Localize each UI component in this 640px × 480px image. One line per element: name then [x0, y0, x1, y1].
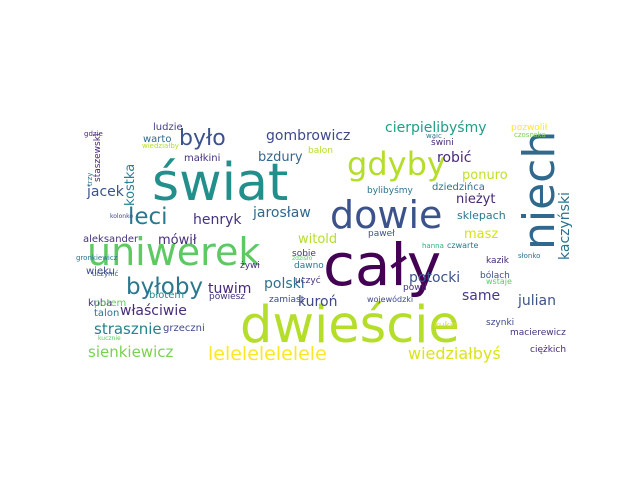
- word: uczynić: [92, 270, 118, 278]
- word: tuwim: [208, 281, 251, 297]
- word: polski: [264, 276, 305, 292]
- word: robić: [437, 150, 472, 166]
- word: staszewski: [93, 134, 103, 182]
- word: wieku: [86, 266, 115, 277]
- word: waic: [426, 132, 442, 140]
- word: powiesz: [209, 292, 245, 302]
- word: grzeczni: [163, 323, 205, 334]
- word: jarosław: [252, 205, 311, 221]
- word: masz: [464, 227, 498, 242]
- word: ciężkich: [530, 345, 566, 355]
- word: leci: [128, 204, 168, 230]
- word: było: [179, 126, 226, 151]
- word: ponuro: [462, 168, 508, 183]
- word: hanna: [422, 242, 444, 250]
- word: świni: [431, 137, 454, 148]
- word: aleksander: [83, 234, 139, 245]
- word: kuroń: [298, 294, 337, 310]
- word: same: [462, 288, 500, 304]
- word: mówił: [158, 233, 197, 248]
- word: strasznie: [94, 320, 162, 338]
- word: słonko: [518, 252, 540, 260]
- word: cierpielibyśmy: [385, 120, 487, 136]
- word: czosnska: [514, 131, 546, 139]
- word: kaczyński: [557, 192, 573, 260]
- word: dawno: [294, 261, 324, 271]
- word: trzy: [86, 173, 94, 186]
- word: bylibyśmy: [367, 185, 414, 196]
- word: gronkiewicz: [76, 254, 118, 262]
- word: sienkiewicz: [88, 343, 173, 361]
- word: kukiz: [434, 321, 457, 331]
- word: paweł: [368, 229, 395, 239]
- word: sobie: [292, 249, 316, 259]
- word: macierewicz: [510, 328, 566, 338]
- word: jacek: [86, 184, 125, 200]
- word: zamiast: [269, 295, 305, 305]
- word: gombrowicz: [266, 128, 350, 144]
- word: bzdury: [258, 150, 303, 165]
- word: powił: [403, 283, 427, 293]
- word: byłoby: [126, 274, 203, 300]
- word: pozwolił: [511, 123, 548, 133]
- word: bólach: [480, 270, 510, 281]
- word: kucznie: [98, 335, 121, 342]
- word: dowie: [330, 193, 442, 237]
- word: uczyć: [295, 275, 321, 286]
- word: gdyby: [347, 145, 446, 183]
- word: kazik: [486, 256, 510, 266]
- word: dwieście: [240, 296, 460, 355]
- word: szynki: [486, 318, 514, 328]
- word: sklepach: [457, 209, 506, 222]
- word: dziedzińca: [432, 181, 485, 193]
- word: potocki: [409, 270, 460, 286]
- word: talon: [94, 308, 119, 319]
- word: wojewódzki: [367, 294, 413, 304]
- word: kostka: [123, 164, 138, 206]
- word: gdzie: [84, 130, 103, 138]
- word: wstaje: [486, 277, 512, 286]
- word: właściwie: [120, 303, 187, 319]
- word: żywi: [240, 261, 260, 271]
- word: balon: [308, 146, 333, 156]
- word: wiedziałby: [142, 142, 179, 150]
- word: świat: [152, 153, 288, 213]
- word: ludzie: [153, 122, 183, 133]
- word: cały: [323, 231, 441, 299]
- word: kuba: [88, 298, 112, 309]
- word: kolonko: [110, 213, 133, 220]
- word: zdzisło: [292, 255, 313, 262]
- word: potem: [94, 298, 126, 309]
- word: małkini: [184, 153, 220, 164]
- word: błotem: [149, 290, 184, 301]
- word: henryk: [193, 212, 242, 228]
- word: uniwerek: [87, 230, 260, 274]
- word: niech: [514, 131, 565, 250]
- word: witold: [298, 232, 337, 247]
- word: czwarte: [447, 241, 478, 250]
- word: julian: [517, 293, 556, 309]
- word: warto: [143, 134, 171, 145]
- word: nieżyt: [456, 192, 495, 207]
- word: lelelelelelele: [208, 343, 327, 365]
- word: wiedziałbyś: [408, 344, 501, 363]
